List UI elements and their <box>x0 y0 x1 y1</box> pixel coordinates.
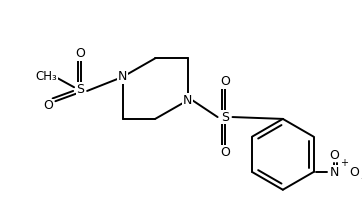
Text: O: O <box>350 166 359 178</box>
Text: N: N <box>183 94 193 107</box>
Text: O: O <box>43 99 53 112</box>
Text: S: S <box>221 110 229 124</box>
Text: CH₃: CH₃ <box>35 71 57 83</box>
Text: O: O <box>220 146 230 159</box>
Text: +: + <box>340 158 348 168</box>
Text: O: O <box>329 149 339 162</box>
Text: O: O <box>220 75 230 88</box>
Text: ⁻: ⁻ <box>360 176 362 186</box>
Text: N: N <box>118 71 127 83</box>
Text: N: N <box>329 166 339 178</box>
Text: O: O <box>76 47 85 60</box>
Text: S: S <box>77 83 85 96</box>
